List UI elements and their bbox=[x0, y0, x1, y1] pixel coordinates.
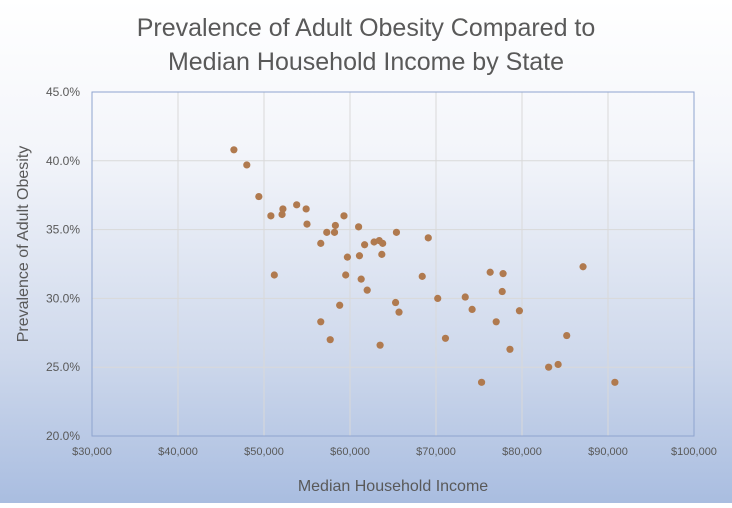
data-point bbox=[278, 210, 286, 219]
chart-title-line-2: Median Household Income by State bbox=[168, 48, 564, 76]
data-point bbox=[355, 252, 364, 260]
x-axis-label: Median Household Income bbox=[298, 478, 488, 495]
data-point bbox=[515, 307, 524, 315]
data-point bbox=[395, 308, 403, 316]
chart-title-line-1: Prevalence of Adult Obesity Compared to bbox=[137, 14, 596, 42]
x-tick-label: $70,000 bbox=[416, 446, 456, 458]
data-point bbox=[343, 253, 352, 261]
x-tick-label: $50,000 bbox=[244, 446, 284, 458]
data-point bbox=[317, 318, 325, 326]
data-point bbox=[355, 223, 363, 231]
plot-area bbox=[92, 92, 694, 436]
data-point bbox=[392, 228, 401, 236]
data-point bbox=[357, 275, 365, 283]
data-point bbox=[270, 271, 278, 279]
data-point bbox=[326, 336, 334, 344]
data-point bbox=[293, 201, 301, 209]
x-tick-label: $90,000 bbox=[588, 446, 628, 458]
data-point bbox=[418, 272, 426, 280]
data-point bbox=[434, 294, 442, 302]
x-tick-label: $80,000 bbox=[502, 446, 542, 458]
data-point bbox=[391, 298, 400, 307]
data-point bbox=[506, 345, 514, 353]
data-point bbox=[330, 228, 339, 236]
data-point bbox=[363, 286, 371, 294]
data-point bbox=[492, 318, 500, 326]
data-point bbox=[303, 220, 311, 228]
x-tick-label: $30,000 bbox=[72, 446, 112, 458]
x-tick-label: $60,000 bbox=[330, 446, 370, 458]
data-point bbox=[267, 212, 275, 220]
data-point bbox=[441, 334, 450, 342]
data-point bbox=[340, 212, 348, 220]
data-point bbox=[243, 161, 251, 169]
data-point bbox=[554, 360, 562, 369]
data-point bbox=[302, 205, 310, 213]
plot-border bbox=[91, 91, 695, 437]
data-point bbox=[331, 221, 339, 230]
data-point bbox=[545, 363, 553, 371]
x-tick-label: $40,000 bbox=[158, 446, 198, 458]
data-point bbox=[230, 146, 238, 154]
y-tick-label: 20.0% bbox=[46, 429, 80, 443]
y-axis-label: Prevalence of Adult Obesity bbox=[15, 146, 32, 343]
data-point bbox=[486, 268, 494, 276]
data-point bbox=[579, 263, 587, 271]
data-point bbox=[468, 305, 476, 314]
data-point bbox=[376, 341, 384, 349]
data-point bbox=[342, 271, 350, 279]
y-tick-label: 35.0% bbox=[46, 223, 80, 237]
data-point bbox=[378, 250, 386, 258]
data-point bbox=[424, 234, 432, 242]
data-point bbox=[498, 287, 506, 296]
data-point bbox=[499, 270, 507, 278]
data-point bbox=[279, 205, 287, 213]
data-point bbox=[611, 378, 619, 386]
data-point bbox=[563, 331, 571, 340]
data-point bbox=[461, 293, 469, 301]
y-tick-label: 45.0% bbox=[46, 85, 80, 99]
data-point bbox=[361, 241, 369, 249]
data-point bbox=[255, 192, 263, 201]
y-tick-label: 40.0% bbox=[46, 154, 80, 168]
data-point bbox=[379, 239, 387, 247]
y-tick-label: 30.0% bbox=[46, 291, 80, 305]
y-tick-label: 25.0% bbox=[46, 360, 80, 374]
data-point bbox=[477, 378, 486, 386]
data-point bbox=[336, 301, 344, 309]
x-tick-label: $100,000 bbox=[671, 446, 717, 458]
data-point bbox=[323, 228, 331, 236]
data-point bbox=[317, 239, 325, 247]
